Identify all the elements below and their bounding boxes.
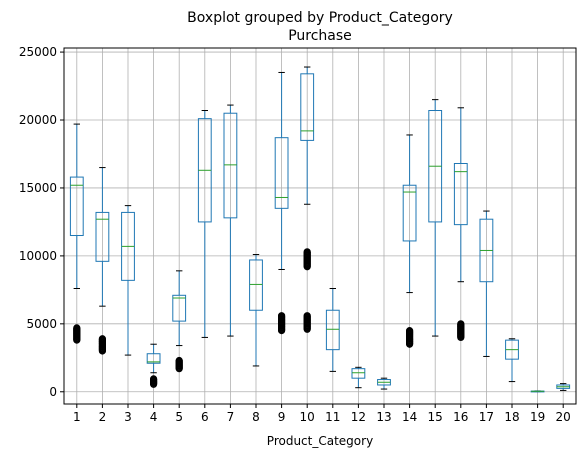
- box-group-8: [249, 254, 263, 367]
- y-tick-label: 5000: [26, 317, 57, 331]
- x-tick-label: 10: [300, 410, 315, 424]
- box-group-19: [530, 390, 545, 393]
- flier-point: [406, 327, 414, 335]
- flier-point: [98, 335, 107, 343]
- box-iqr: [172, 294, 187, 322]
- box-group-7: [223, 104, 238, 337]
- box-group-12: [351, 366, 366, 389]
- box-iqr: [325, 309, 340, 351]
- x-tick-label: 17: [479, 410, 494, 424]
- fliers-10: [303, 248, 311, 271]
- x-tick-label: 14: [402, 410, 417, 424]
- box-iqr: [453, 162, 468, 226]
- x-tick-label: 18: [504, 410, 519, 424]
- x-tick-label: 13: [376, 410, 391, 424]
- x-tick-label: 9: [278, 410, 286, 424]
- x-tick-label: 3: [124, 410, 132, 424]
- chart-title: Boxplot grouped by Product_Category: [187, 10, 453, 26]
- x-tick-label: 2: [99, 410, 107, 424]
- x-axis-ticks: 1 2 3 4 5 6 7 8 9 10 11 12 13 14 15 16 17 18 19 20: [73, 404, 571, 424]
- box-group-4: [146, 343, 161, 388]
- flier-point: [278, 312, 286, 320]
- y-axis-ticks: 0 5000 10000 15000 20000 25000: [19, 45, 64, 399]
- x-tick-label: 5: [175, 410, 183, 424]
- box-group-17: [479, 210, 494, 357]
- box-iqr: [146, 353, 161, 364]
- x-axis-label: Product_Category: [267, 434, 373, 448]
- box-group-14: [402, 134, 417, 348]
- fliers-9: [278, 312, 286, 335]
- y-tick-label: 25000: [19, 45, 57, 59]
- box-group-9: [274, 71, 289, 335]
- box-iqr: [95, 211, 110, 262]
- plot-frame: [63, 47, 577, 405]
- x-tick-label: 20: [556, 410, 571, 424]
- x-tick-label: 7: [227, 410, 235, 424]
- y-tick-label: 20000: [19, 113, 57, 127]
- fliers-14: [406, 327, 414, 348]
- box-group-11: [325, 288, 340, 372]
- box-group-15: [428, 99, 443, 337]
- x-tick-label: 6: [201, 410, 209, 424]
- box-iqr: [223, 112, 238, 219]
- box-iqr: [300, 73, 315, 141]
- box-group-1: [69, 123, 84, 344]
- fliers-1: [73, 324, 81, 344]
- box-group-10: [300, 66, 315, 333]
- x-tick-label: 1: [73, 410, 81, 424]
- flier-point: [150, 375, 158, 383]
- x-tick-label: 11: [325, 410, 340, 424]
- box-group-13: [377, 377, 391, 390]
- y-tick-label: 10000: [19, 249, 57, 263]
- fliers-2: [98, 335, 107, 355]
- box-group-16: [453, 107, 468, 342]
- flier-point: [73, 324, 81, 332]
- y-tick-label: 15000: [19, 181, 57, 195]
- fliers-4: [150, 375, 158, 388]
- box-group-2: [95, 167, 110, 355]
- box-group-18: [505, 338, 519, 383]
- box-group-5: [172, 270, 187, 373]
- chart-subtitle: Purchase: [288, 28, 352, 44]
- flier-point: [175, 356, 183, 365]
- x-tick-label: 15: [428, 410, 443, 424]
- box-iqr: [69, 176, 84, 237]
- y-tick-label: 0: [49, 385, 57, 399]
- flier-point: [303, 248, 311, 256]
- grid-lines: [64, 48, 576, 404]
- box-group-6: [197, 110, 212, 338]
- box-iqr: [249, 259, 263, 311]
- x-tick-label: 12: [351, 410, 366, 424]
- flier-point: [303, 312, 311, 320]
- x-tick-label: 16: [453, 410, 468, 424]
- x-tick-label: 19: [530, 410, 545, 424]
- fliers-16: [457, 320, 465, 342]
- flier-point: [457, 320, 465, 328]
- fliers-10: [303, 312, 311, 333]
- box-iqr: [402, 184, 417, 242]
- box-iqr: [274, 137, 289, 209]
- fliers-5: [175, 356, 183, 373]
- box-series: [69, 66, 571, 393]
- box-group-20: [556, 383, 571, 391]
- box-group-3: [121, 205, 135, 356]
- x-tick-label: 4: [150, 410, 158, 424]
- x-tick-label: 8: [252, 410, 260, 424]
- box-iqr: [351, 368, 366, 379]
